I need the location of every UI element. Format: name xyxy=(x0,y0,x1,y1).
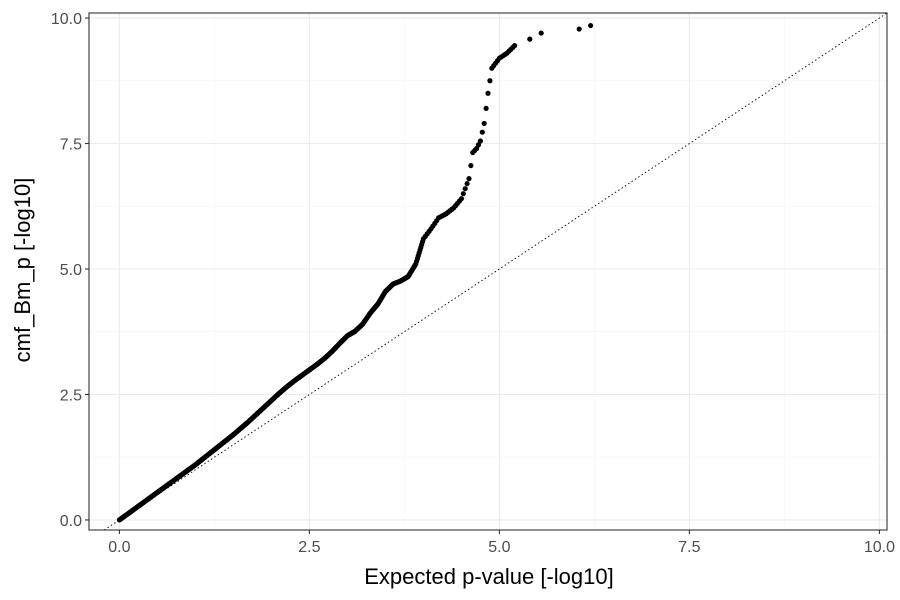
x-tick-label: 2.5 xyxy=(298,539,320,556)
data-point xyxy=(485,90,491,96)
data-point xyxy=(538,30,544,36)
data-point xyxy=(460,191,466,197)
x-tick-label: 7.5 xyxy=(678,539,700,556)
y-tick-label: 10.0 xyxy=(51,11,82,28)
y-axis-title: cmf_Bm_p [-log10] xyxy=(10,178,35,363)
data-point xyxy=(527,36,533,42)
data-point xyxy=(479,129,485,135)
x-tick-label: 10.0 xyxy=(864,539,895,556)
data-point xyxy=(468,162,474,169)
data-point xyxy=(576,26,582,32)
y-tick-label: 0.0 xyxy=(60,513,82,530)
x-axis-title: Expected p-value [-log10] xyxy=(364,564,614,589)
grid xyxy=(89,13,887,530)
data-point xyxy=(466,176,472,182)
data-point xyxy=(464,181,470,187)
reference-line xyxy=(103,12,888,531)
data-point xyxy=(483,105,489,111)
data-point xyxy=(481,120,487,127)
y-tick-label: 5.0 xyxy=(60,262,82,279)
x-tick-label: 0.0 xyxy=(108,539,130,556)
data-point xyxy=(511,43,518,49)
data-points xyxy=(116,22,594,523)
y-tick-label: 2.5 xyxy=(60,387,82,404)
x-axis: 0.0 2.5 5.0 7.5 10.0 xyxy=(108,530,895,556)
data-point xyxy=(462,186,468,192)
y-tick-label: 7.5 xyxy=(60,137,82,154)
data-point xyxy=(487,78,493,84)
panel-border xyxy=(88,12,888,531)
data-point xyxy=(588,22,594,29)
data-point xyxy=(477,138,483,144)
data-point xyxy=(458,196,464,202)
y-axis: 0.0 2.5 5.0 7.5 10.0 xyxy=(51,11,89,530)
x-tick-label: 5.0 xyxy=(488,539,510,556)
